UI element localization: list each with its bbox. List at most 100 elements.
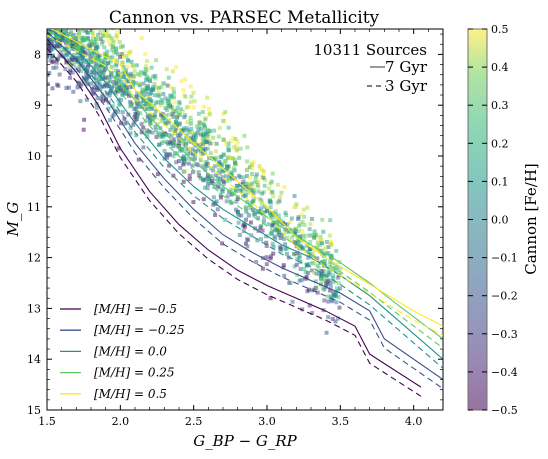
star-point [50,38,55,43]
star-point [90,69,95,74]
star-point [56,24,60,28]
star-point [127,85,132,90]
star-point [55,29,60,30]
star-point [201,122,206,127]
x-tick-label: 2.0 [112,415,130,428]
star-point [64,24,68,28]
star-point [58,20,62,24]
star-point [310,310,315,315]
star-point [57,6,61,10]
star-point [324,282,329,287]
star-point [181,154,186,159]
star-point [111,112,116,117]
star-point [203,146,208,151]
x-tick-label: 2.5 [185,415,203,428]
star-point [93,76,98,81]
star-point [71,53,76,58]
star-point [111,79,116,84]
star-point [130,63,135,68]
star-point [149,87,154,92]
star-point [146,75,151,80]
star-point [312,245,317,250]
star-point [134,110,139,115]
star-point [121,64,126,69]
star-point [205,132,210,137]
star-point [132,68,137,73]
star-point [105,54,110,59]
star-point [211,202,216,207]
star-point [251,185,256,190]
star-point [51,23,55,27]
star-point [46,3,50,7]
star-point [280,232,285,237]
star-point [338,266,343,271]
star-point [56,19,60,23]
star-point [62,24,66,28]
star-point [46,18,50,22]
star-point [175,133,180,138]
star-point [205,186,210,191]
star-point [301,207,306,212]
star-point [221,118,226,123]
star-point [153,73,158,78]
star-point [328,288,333,293]
star-point [164,139,169,144]
star-point [101,31,106,36]
star-point [110,55,115,60]
star-point [119,97,124,102]
star-point [285,222,290,227]
scatter-points [45,2,343,335]
star-point [49,8,53,12]
star-point [322,258,327,263]
star-point [261,173,266,178]
star-point [247,185,252,190]
star-point [241,175,246,180]
star-point [59,2,63,6]
colorbar-tick-label: 0.4 [491,61,509,74]
star-point [45,14,49,18]
x-tick-label: 3.0 [258,415,276,428]
star-point [51,16,55,20]
star-point [226,148,231,153]
star-point [64,44,69,49]
star-point [202,185,207,190]
star-point [91,91,96,96]
star-point [182,115,187,120]
star-point [292,251,297,256]
star-point [108,42,113,47]
star-point [152,93,157,98]
star-point [63,24,67,28]
y-tick-label: 11 [27,201,41,214]
star-point [56,15,60,19]
star-point [82,65,87,70]
star-point [168,128,173,133]
star-point [45,7,49,11]
star-point [79,47,84,52]
star-point [105,38,110,43]
star-point [295,251,300,256]
star-point [46,12,50,16]
star-point [96,52,101,57]
colorbar-label: Cannon [Fe/H] [522,163,540,275]
star-point [258,206,263,211]
star-point [48,25,52,29]
star-point [247,165,252,170]
star-point [223,141,228,146]
star-point [248,175,253,180]
star-point [206,106,211,111]
colorbar-tick-label: 0.2 [491,137,509,150]
star-point [162,148,167,153]
star-point [102,51,107,56]
star-point [68,68,73,73]
star-point [69,29,74,34]
star-point [172,100,177,105]
star-point [124,77,129,82]
star-point [250,166,255,171]
star-point [76,24,80,28]
star-point [145,134,150,139]
star-point [219,154,224,159]
star-point [117,85,122,90]
star-point [260,201,265,206]
star-point [174,122,179,127]
star-point [141,97,146,102]
